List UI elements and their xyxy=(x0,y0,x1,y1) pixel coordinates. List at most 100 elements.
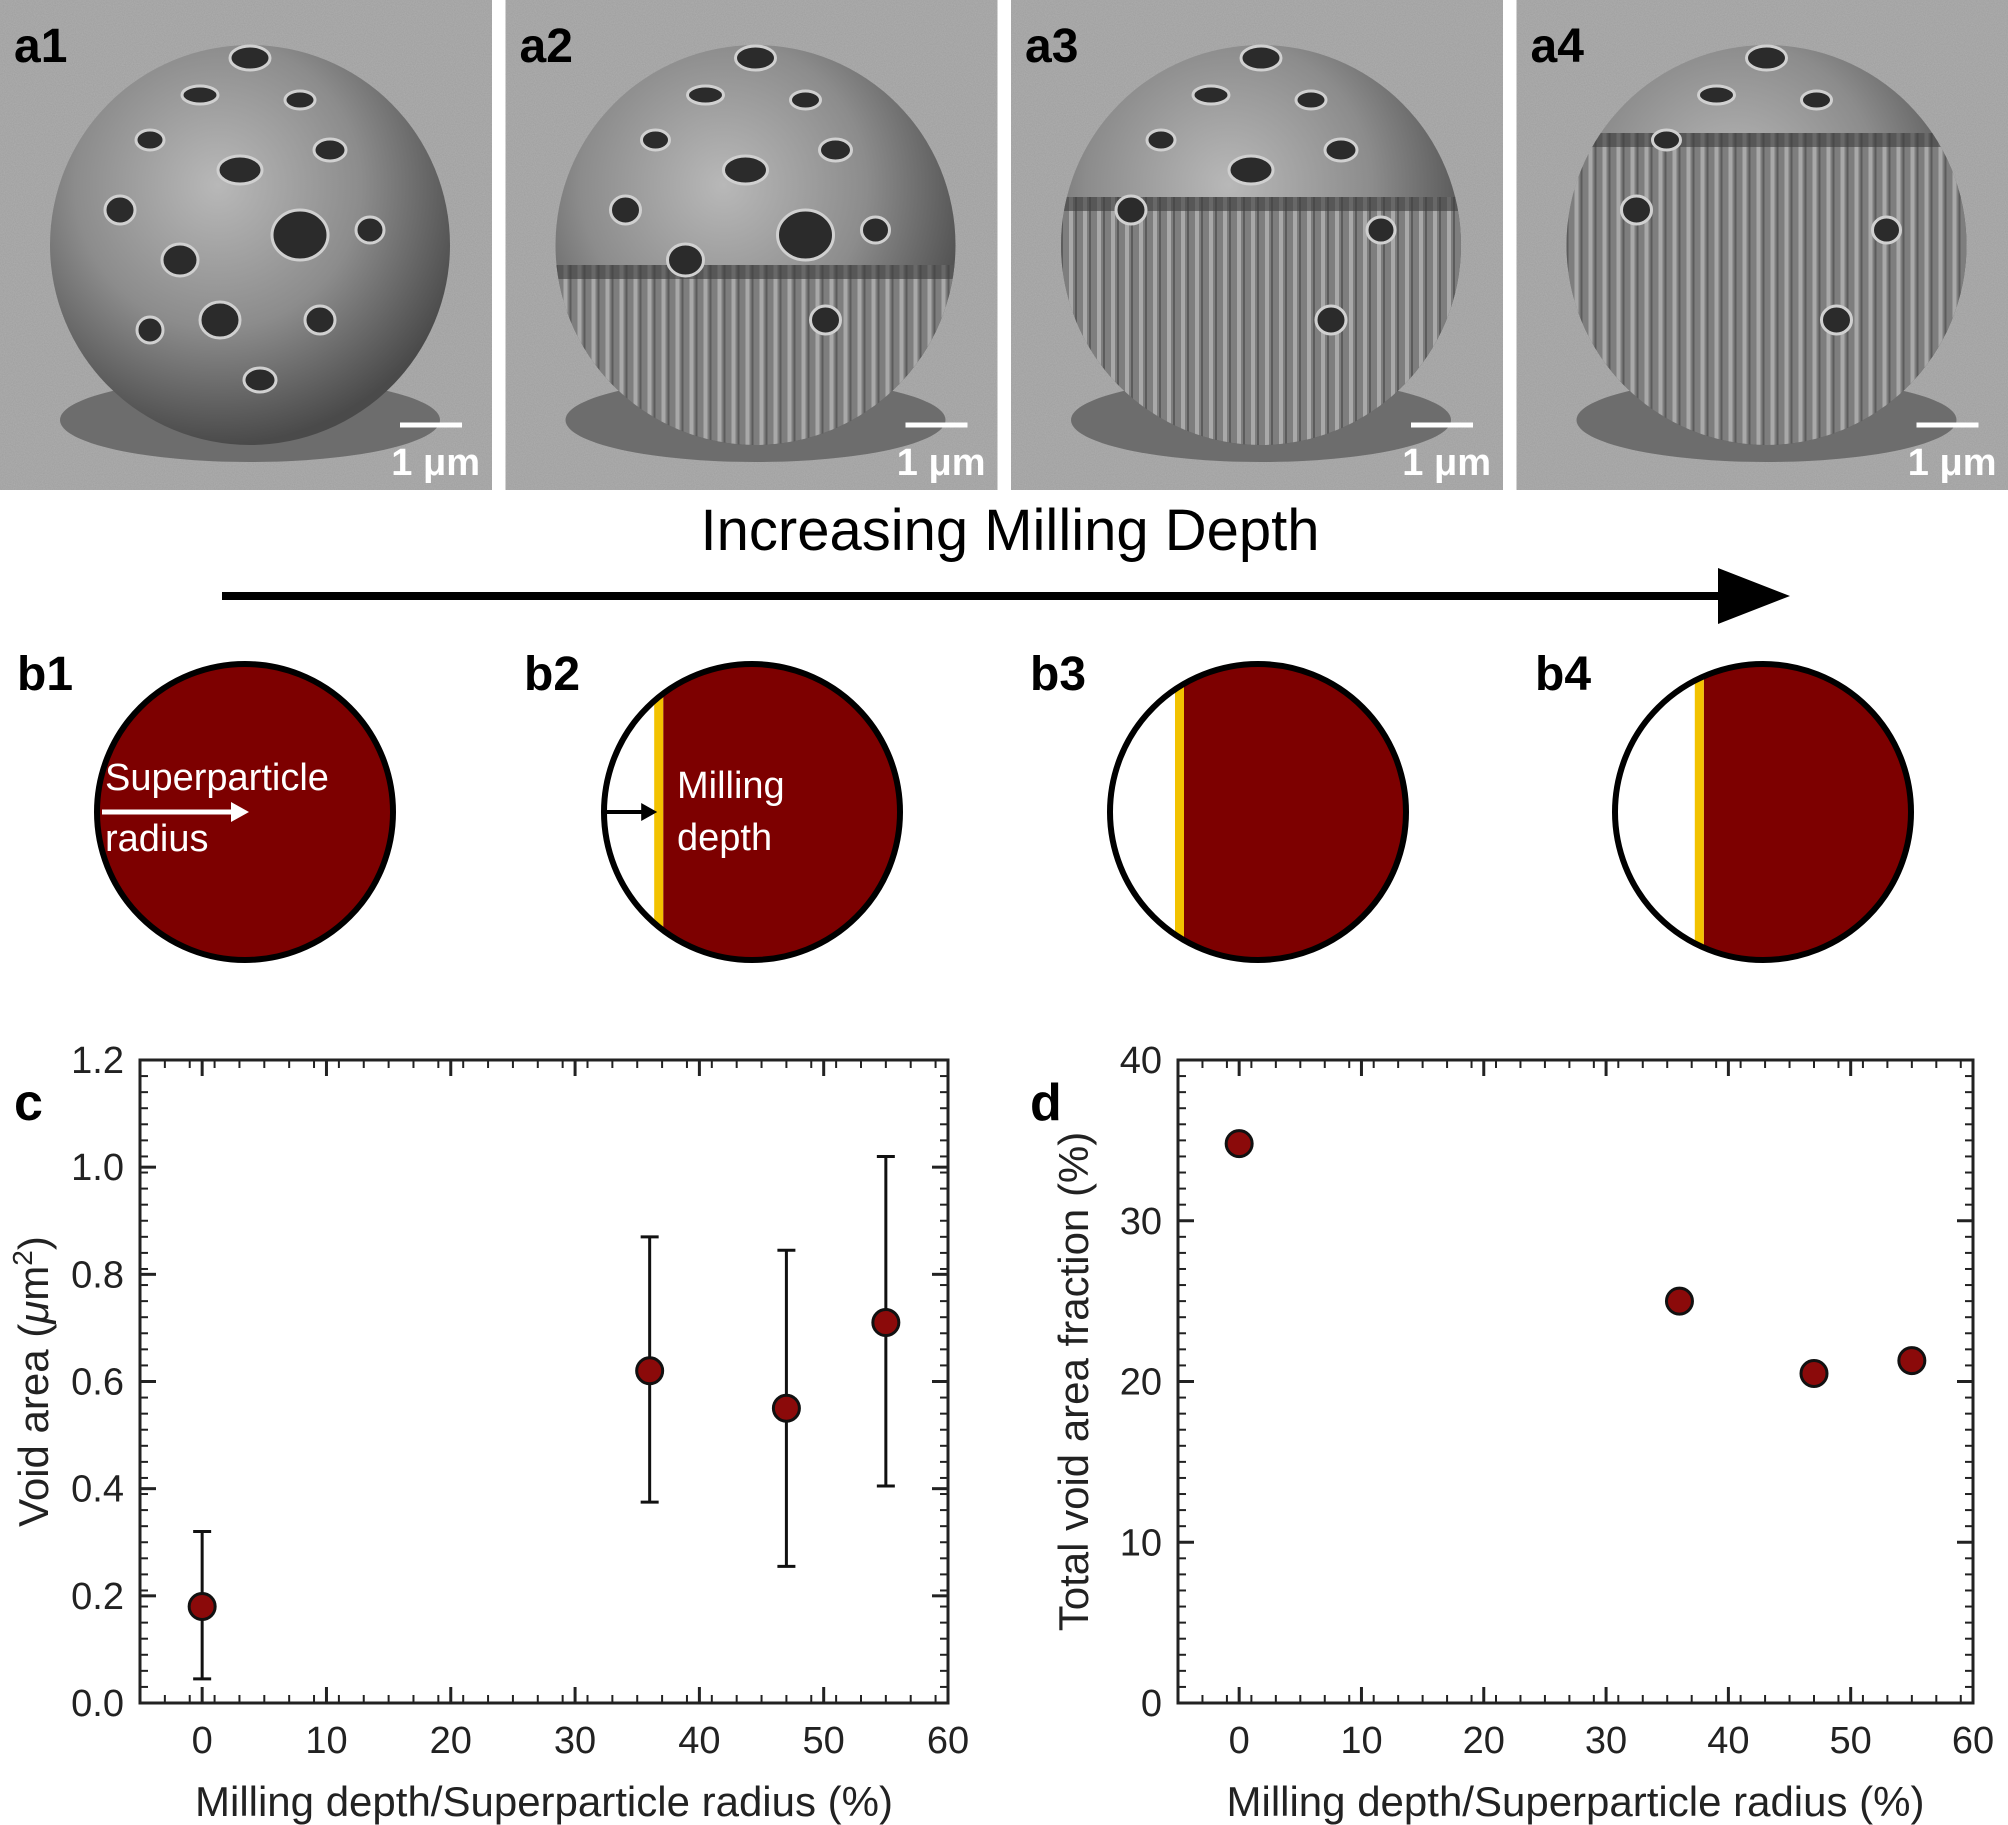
void xyxy=(1145,128,1177,152)
milled-surface xyxy=(654,664,664,960)
milling-edge xyxy=(555,265,956,279)
void xyxy=(134,128,166,152)
y-axis-title: Total void area fraction (%) xyxy=(1050,1132,1097,1632)
milling-edge xyxy=(1061,197,1461,211)
milled-cross-section xyxy=(1566,133,1967,445)
void xyxy=(1651,128,1682,152)
void xyxy=(303,304,337,336)
void xyxy=(103,194,137,226)
void xyxy=(1239,44,1283,72)
plot-frame xyxy=(138,1058,950,1705)
y-tick-label: 20 xyxy=(1120,1362,1162,1404)
x-tick-label: 50 xyxy=(803,1720,845,1762)
panel-label-c: c xyxy=(14,1074,43,1132)
data-point xyxy=(1664,1286,1694,1316)
void xyxy=(686,84,725,106)
void xyxy=(789,89,822,111)
void xyxy=(1314,304,1348,336)
superparticle-outline xyxy=(1612,661,1914,963)
panel-label-b1: b1 xyxy=(17,648,73,701)
schematic-b1: b1 Superparticle radius xyxy=(17,648,396,963)
y-tick-label: 40 xyxy=(1120,1040,1162,1082)
superparticle-body xyxy=(1703,664,1911,960)
x-tick-label: 0 xyxy=(192,1720,213,1762)
void xyxy=(270,208,330,262)
void xyxy=(283,89,317,111)
x-tick-label: 40 xyxy=(678,1720,720,1762)
void xyxy=(734,44,777,72)
x-tick-label: 30 xyxy=(554,1720,596,1762)
void xyxy=(228,44,272,72)
panel-label-a4: a4 xyxy=(1531,20,1585,73)
data-point xyxy=(187,1592,217,1622)
void xyxy=(1114,194,1148,226)
scale-bar-label: 1 μm xyxy=(1402,442,1491,484)
superparticle-outline xyxy=(94,661,396,963)
sem-image-row: a1 1 μm a2 1 μm a3 1 μm a4 1 μm xyxy=(0,0,2008,490)
milling-depth-arrow xyxy=(222,568,1790,624)
superparticle-radius-label: Superparticle xyxy=(105,757,329,799)
chart-void-area: 0 10 20 30 40 50 60 0.0 0.2 0.4 0.6 0.8 1.0 1.2 c Milli… xyxy=(7,1040,969,1825)
panel-label-d: d xyxy=(1030,1074,1062,1132)
data-point xyxy=(771,1393,801,1423)
void xyxy=(354,215,386,245)
plot-frame xyxy=(1176,1058,1975,1705)
void xyxy=(198,300,242,340)
y-tick-label: 0 xyxy=(1141,1683,1162,1725)
arrow-caption: Increasing Milling Depth xyxy=(701,498,1320,563)
sem-panel-a2: a2 1 μm xyxy=(505,0,998,490)
y-axis-title: Void area (μm2) xyxy=(7,1236,57,1527)
y-tick-label: 1.0 xyxy=(71,1147,124,1189)
schematic-b4: b4 xyxy=(1535,648,1914,963)
schematic-b3: b3 xyxy=(1030,648,1409,963)
void xyxy=(1227,154,1275,186)
void xyxy=(1323,137,1359,163)
x-tick-label: 40 xyxy=(1707,1720,1749,1762)
x-tick-label: 30 xyxy=(1585,1720,1627,1762)
x-tick-label: 10 xyxy=(305,1720,347,1762)
x-axis-title: Milling depth/Superparticle radius (%) xyxy=(195,1778,893,1825)
x-tick-label: 10 xyxy=(1340,1720,1382,1762)
sem-panel-a4: a4 1 μm xyxy=(1516,0,2008,490)
y-tick-label: 0.0 xyxy=(71,1683,124,1725)
superparticle-radius-label: radius xyxy=(105,818,209,860)
radius-arrow-head xyxy=(231,802,249,822)
x-tick-label: 60 xyxy=(927,1720,969,1762)
void xyxy=(216,154,264,186)
void xyxy=(666,242,705,278)
panel-label-a1: a1 xyxy=(14,20,67,73)
x-tick-label: 50 xyxy=(1830,1720,1872,1762)
void xyxy=(1745,44,1788,72)
data-point xyxy=(871,1308,901,1338)
scale-bar-label: 1 μm xyxy=(897,442,986,484)
void xyxy=(1365,215,1397,245)
void xyxy=(135,315,165,345)
milling-edge xyxy=(1566,133,1967,147)
x-tick-label: 20 xyxy=(1463,1720,1505,1762)
void xyxy=(1820,304,1853,336)
superparticle-body xyxy=(1184,664,1406,960)
data-point xyxy=(635,1356,665,1386)
y-tick-label: 0.4 xyxy=(71,1469,124,1511)
x-tick-label: 20 xyxy=(430,1720,472,1762)
void xyxy=(1871,215,1902,245)
void xyxy=(180,84,220,106)
superparticle-body xyxy=(663,664,900,960)
schematic-b2: b2 Milling depth xyxy=(524,648,903,963)
panel-label-b2: b2 xyxy=(524,648,580,701)
scale-bar-label: 1 μm xyxy=(391,442,480,484)
y-tick-label: 30 xyxy=(1120,1201,1162,1243)
void xyxy=(640,128,671,152)
y-tick-label: 1.2 xyxy=(71,1040,124,1082)
y-tick-label: 0.2 xyxy=(71,1576,124,1618)
void xyxy=(312,137,348,163)
superparticle-outline xyxy=(1107,661,1409,963)
schematic-row: b1 Superparticle radius b2 Milling depth b3 b4 xyxy=(17,648,1914,963)
void xyxy=(1294,89,1328,111)
panel-label-a2: a2 xyxy=(520,20,573,73)
x-tick-label: 60 xyxy=(1952,1720,1994,1762)
milled-surface xyxy=(1175,664,1184,960)
milled-surface xyxy=(1694,664,1704,960)
milling-depth-arrow-head xyxy=(641,803,658,821)
